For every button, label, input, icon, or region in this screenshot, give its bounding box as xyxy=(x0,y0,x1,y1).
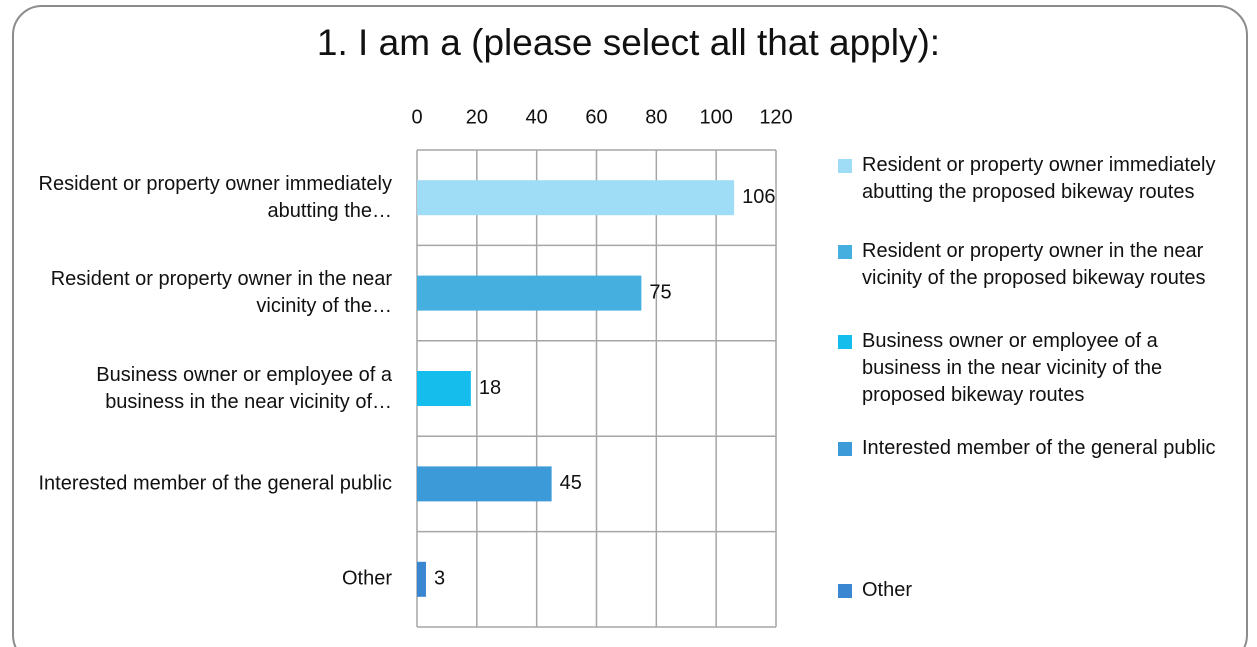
legend-item: Business owner or employee of a business… xyxy=(838,328,1223,409)
legend-swatch xyxy=(838,584,852,598)
y-tick-label: Resident or property owner immediately a… xyxy=(38,172,393,222)
legend-swatch xyxy=(838,245,852,259)
x-tick-label: 100 xyxy=(699,106,732,128)
legend-item: Interested member of the general public xyxy=(838,435,1223,462)
legend-swatch xyxy=(838,442,852,456)
y-tick-label: Business owner or employee of a business… xyxy=(96,363,392,413)
chart-title: 1. I am a (please select all that apply)… xyxy=(316,22,941,63)
legend-label: Interested member of the general public xyxy=(862,437,1216,459)
x-tick-label: 60 xyxy=(585,106,607,128)
legend-swatch xyxy=(838,159,852,173)
x-tick-label: 40 xyxy=(526,106,548,128)
x-tick-label: 80 xyxy=(645,106,667,128)
bar xyxy=(417,466,552,502)
data-label: 18 xyxy=(479,377,501,399)
legend-label: Resident or property owner immediately a… xyxy=(862,154,1216,203)
y-tick-label: Resident or property owner in the near v… xyxy=(50,268,392,318)
data-label: 3 xyxy=(434,568,445,590)
y-tick-label: Other xyxy=(341,567,392,590)
y-tick-label: Interested member of the general public xyxy=(38,472,392,495)
frame xyxy=(12,5,1248,647)
data-label: 106 xyxy=(742,186,775,208)
bar xyxy=(417,275,642,311)
x-tick-label: 0 xyxy=(411,106,422,128)
legend-item: Resident or property owner in the near v… xyxy=(838,238,1223,292)
legend-swatch xyxy=(838,335,852,349)
legend-label: Other xyxy=(862,579,913,601)
bar xyxy=(417,371,471,406)
legend-item: Resident or property owner immediately a… xyxy=(838,152,1223,206)
x-tick-label: 20 xyxy=(466,106,488,128)
legend-label: Business owner or employee of a business… xyxy=(862,330,1163,406)
bar xyxy=(417,180,735,216)
x-tick-label: 120 xyxy=(759,106,792,128)
legend-label: Resident or property owner in the near v… xyxy=(862,240,1206,289)
bar xyxy=(417,561,426,597)
legend-item: Other xyxy=(838,577,1223,604)
data-label: 45 xyxy=(560,472,582,494)
data-label: 75 xyxy=(649,281,671,303)
